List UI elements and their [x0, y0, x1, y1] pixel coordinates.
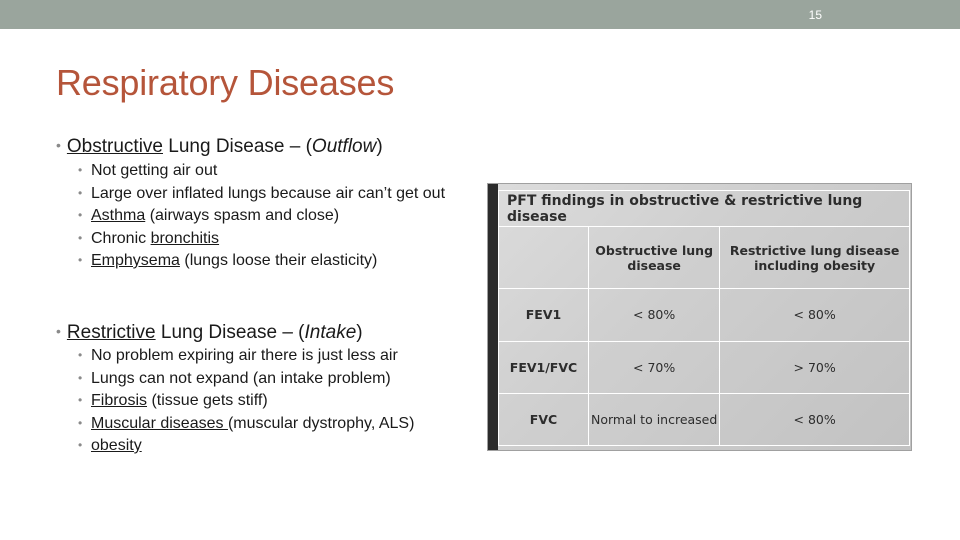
list-item-text: (tissue gets stiff) [147, 392, 268, 409]
list-item-text: Large over inflated lungs because air ca… [91, 184, 446, 202]
bullet-icon: • [78, 163, 83, 177]
bullet-icon: • [56, 323, 61, 339]
list-item-text: Not getting air out [91, 162, 218, 179]
bullet-icon: • [78, 208, 83, 222]
pft-col-header-restrictive: Restrictive lung disease including obesi… [719, 226, 910, 290]
list-item-text: Chronic [91, 229, 151, 247]
list-item-text: Lungs can not expand (an intake problem) [91, 369, 391, 387]
obstructive-heading: • Obstructive Lung Disease – (Outflow) [56, 134, 383, 158]
top-bar: 15 [0, 0, 960, 29]
table-row: FEV1/FVC < 70% > 70% [498, 340, 910, 394]
pft-row-label: FVC [498, 392, 589, 447]
pft-cell-obstructive: < 80% [587, 288, 721, 342]
obstructive-paren: Outflow [311, 136, 377, 157]
bullet-icon: • [78, 370, 83, 385]
obstructive-term: Obstructive [66, 136, 163, 157]
restrictive-term: Restrictive [66, 322, 156, 343]
restrictive-heading-rest: Lung Disease – ( [155, 322, 305, 343]
list-item-text: Fibrosis [91, 392, 148, 409]
list-item-text: obesity [91, 437, 142, 454]
list-item-text: bronchitis [150, 229, 220, 247]
pft-cell-restrictive: < 80% [719, 392, 910, 447]
list-item: • Asthma (airways spasm and close) [78, 206, 458, 225]
obstructive-heading-rest: Lung Disease – ( [163, 136, 312, 157]
list-item: • Not getting air out [78, 161, 458, 180]
bullet-icon: • [56, 137, 61, 153]
restrictive-paren: Intake [304, 322, 357, 343]
list-item-text: (airways spasm and close) [145, 207, 340, 224]
list-item-text: No problem expiring air there is just le… [91, 347, 398, 364]
list-item: • No problem expiring air there is just l… [78, 346, 463, 365]
bullet-icon: • [78, 230, 83, 245]
pft-table-photo: PFT findings in obstructive & restrictiv… [487, 183, 912, 451]
pft-table-title: PFT findings in obstructive & restrictiv… [498, 189, 910, 228]
obstructive-close: ) [376, 136, 383, 157]
pft-cell-restrictive: > 70% [719, 340, 910, 394]
pft-cell-restrictive: < 80% [719, 288, 910, 342]
table-row: FVC Normal to increased < 80% [498, 392, 910, 447]
pft-col-header-obstructive: Obstructive lung disease [587, 226, 721, 290]
bullet-icon: • [78, 438, 83, 452]
pft-row-label: FEV1/FVC [498, 340, 589, 394]
list-item: • obesity [78, 436, 463, 455]
photo-edge-shadow [488, 184, 498, 450]
restrictive-close: ) [356, 322, 363, 343]
pft-table: PFT findings in obstructive & restrictiv… [498, 189, 910, 447]
bullet-icon: • [78, 185, 83, 200]
bullet-icon: • [78, 393, 83, 407]
table-row: FEV1 < 80% < 80% [498, 288, 910, 342]
restrictive-heading: • Restrictive Lung Disease – (Intake) [56, 320, 363, 344]
slide-title: Respiratory Diseases [56, 62, 395, 103]
list-item: • Fibrosis (tissue gets stiff) [78, 391, 463, 410]
list-item-text: Emphysema [91, 252, 180, 269]
list-item: • Large over inflated lungs because air c… [78, 184, 458, 203]
restrictive-list: • No problem expiring air there is just l… [78, 346, 463, 459]
list-item: • Muscular diseases (muscular dystrophy, … [78, 414, 463, 433]
list-item: • Chronic bronchitis [78, 229, 458, 248]
list-item-text: (muscular dystrophy, ALS) [227, 414, 415, 432]
bullet-icon: • [78, 348, 83, 362]
pft-cell-obstructive: Normal to increased [587, 392, 721, 447]
bullet-icon: • [78, 415, 83, 430]
slide-number: 15 [808, 8, 822, 22]
pft-cell-obstructive: < 70% [587, 340, 721, 394]
obstructive-list: • Not getting air out • Large over inflated… [78, 161, 458, 274]
list-item-text: Muscular diseases [91, 414, 228, 432]
list-item: • Lungs can not expand (an intake problem… [78, 369, 463, 388]
pft-row-label: FEV1 [498, 288, 589, 342]
pft-table-corner [498, 226, 589, 290]
list-item-text: (lungs loose their elasticity) [179, 252, 378, 269]
list-item: • Emphysema (lungs loose their elasticity… [78, 251, 458, 270]
bullet-icon: • [78, 253, 83, 267]
list-item-text: Asthma [91, 207, 146, 224]
